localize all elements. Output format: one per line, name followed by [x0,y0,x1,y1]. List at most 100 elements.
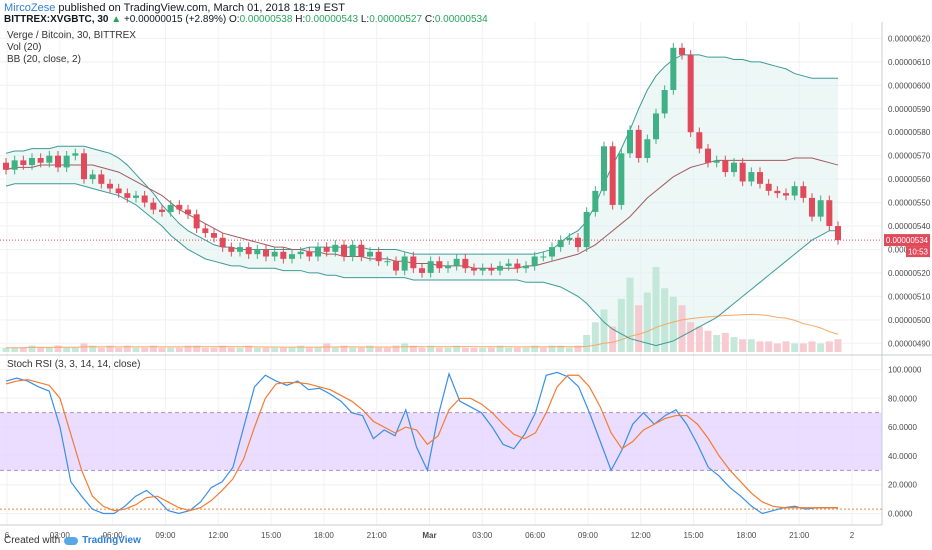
tradingview-brand[interactable]: TradingView [82,535,141,546]
price-tick-label: 0.00000560 [888,175,931,184]
candle-body [219,237,226,248]
bb-legend[interactable]: BB (20, close, 2) [7,54,81,65]
candle-body [37,158,44,163]
candle-body [713,160,720,163]
candle-body [306,251,313,257]
volume-bar [409,345,417,352]
volume-bar [279,347,287,352]
candle-body [826,200,833,227]
volume-bar [721,332,729,352]
candle-body [609,146,616,205]
candle-body [575,237,581,248]
candle-body [731,162,737,173]
candle-body [280,251,287,259]
rsi-tick-label: 100.0000 [888,366,922,375]
volume-bar [141,347,149,352]
publisher-link[interactable]: MircoZese [4,2,56,14]
candle-body [748,172,755,182]
candle-body [739,162,746,182]
bb-band-fill [6,54,838,346]
footer: Created with TradingView [4,535,141,546]
volume-bar [11,347,19,352]
volume-bar [513,347,521,352]
price-tick-label: 0.00000590 [888,105,931,114]
volume-bar [175,347,183,352]
volume-bar [314,347,322,352]
candle-body [341,244,347,257]
volume-bar [470,347,478,352]
candle-body [349,244,356,257]
volume-bar [115,347,123,352]
volume-bar [479,347,487,352]
candle-body [601,146,607,191]
time-tick-label: 06:00 [103,531,124,540]
rsi-tick-label: 20.0000 [888,481,917,490]
volume-bar [2,347,10,352]
candle-body [46,155,53,163]
candle-body [549,247,555,257]
candle-body [358,244,365,257]
volume-bar [184,345,192,352]
volume-bar [609,326,617,352]
candle-body [141,195,148,203]
volume-bar [28,345,36,352]
candle-body [124,193,131,198]
volume-bar [331,347,339,352]
volume-bar [245,345,253,352]
volume-bar [522,347,530,352]
pair-legend[interactable]: Verge / Bitcoin, 30, BITTREX [7,30,136,41]
candle-body [497,265,503,271]
volume-bar [37,347,45,352]
candle-body [263,249,269,257]
volume-bar [227,347,235,352]
price-tick-label: 0.00000620 [888,34,931,43]
candle-body [453,258,460,266]
candle-body [393,261,399,271]
last-price-tag [884,234,930,247]
price-tick-label: 0.00000580 [888,128,931,137]
price-tick-label: 0.00000550 [888,199,931,208]
volume-bar [574,345,582,352]
candle-body [592,190,599,212]
candle-body [297,251,304,255]
time-axis: 6 03:00 06:00 09:00 12:00 15:00 18:00 21:00 Mar 0… [5,531,855,540]
vol-legend[interactable]: Vol (20) [7,42,42,53]
time-tick-label: 15:00 [261,531,282,540]
rsi-zone [0,412,882,471]
rsi-tick-label: 0.0000 [888,509,913,518]
candle-body [315,247,321,257]
rsi-axis: 100.0000 80.0000 60.0000 40.0000 20.0000 0.00… [888,366,922,519]
candle-body [479,268,486,271]
volume-bar [444,347,452,352]
rsi-lines [5,371,838,515]
rsi-legend[interactable]: Stoch RSI (3, 3, 14, 14, close) [7,359,141,370]
volume-bar [219,345,227,352]
candle-body [150,202,157,210]
candle-body [3,162,9,170]
volume-bar [340,345,348,352]
time-tick-label: Mar [422,531,436,540]
volume-bar [799,343,807,352]
volume-bar [305,347,313,352]
candle-body [427,261,434,273]
volume-bar [45,347,53,352]
candle-body [72,153,79,156]
volume-bar [548,345,556,352]
low-value: 0.00000527 [369,14,423,25]
volume-bar [739,339,747,352]
candles [0,43,882,278]
volume-bar [132,347,140,352]
candle-body [29,158,35,166]
volume-bar [704,330,712,352]
volume-bar [643,292,651,352]
volume-bars [2,267,842,352]
volume-bar [167,347,175,352]
time-tick-label: 21:00 [367,531,388,540]
candle-body [618,153,625,205]
volume-bar [782,341,790,352]
volume-bar [19,347,27,352]
candle-body [566,237,573,241]
volume-bar [453,345,461,352]
volume-bar [427,345,435,352]
volume-bar [349,347,357,352]
